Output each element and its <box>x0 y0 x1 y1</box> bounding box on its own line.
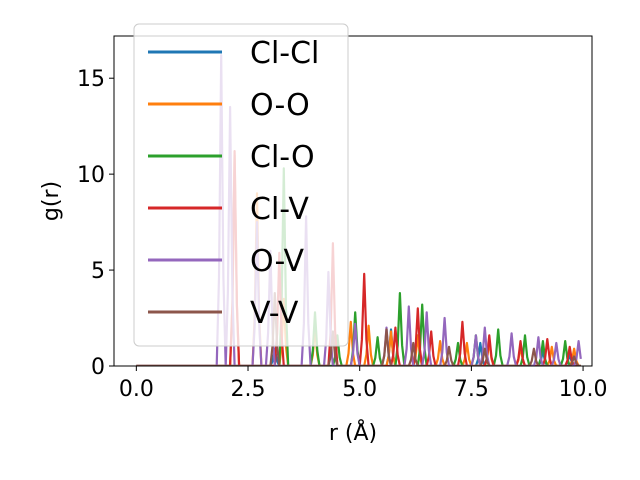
plot-frame <box>113 35 593 367</box>
legend-label-cl-o: Cl-O <box>250 140 315 175</box>
x-axis: 0.0 2.5 5.0 7.5 10.0 <box>119 366 608 402</box>
y-tick-label: 5 <box>91 259 105 284</box>
x-tick-label: 7.5 <box>454 377 489 402</box>
y-axis-title: g(r) <box>39 181 64 221</box>
legend-label-v-v: V-V <box>250 296 299 331</box>
legend-label-o-o: O-O <box>250 88 310 123</box>
y-tick-label: 10 <box>77 163 105 188</box>
x-tick-label: 0.0 <box>119 377 154 402</box>
legend-frame <box>133 23 349 347</box>
y-tick-label: 0 <box>91 355 105 380</box>
legend-label-cl-cl: Cl-Cl <box>250 36 319 71</box>
legend: Cl-Cl O-O Cl-O Cl-V O-V V-V <box>133 23 349 347</box>
x-tick-label: 2.5 <box>231 377 266 402</box>
x-axis-title: r (Å) <box>329 419 377 446</box>
series-layer <box>136 54 582 366</box>
y-tick-label: 15 <box>77 67 105 92</box>
series-line-o-v <box>136 54 582 366</box>
legend-label-cl-v: Cl-V <box>250 192 309 227</box>
x-tick-label: 5.0 <box>342 377 377 402</box>
legend-label-o-v: O-V <box>250 244 305 279</box>
y-axis: 0 5 10 15 <box>77 67 114 380</box>
x-tick-label: 10.0 <box>559 377 608 402</box>
